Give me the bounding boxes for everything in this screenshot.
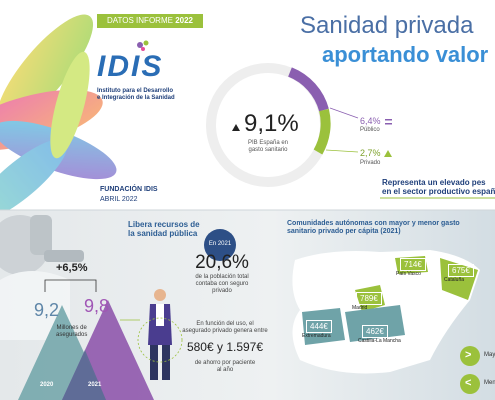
region-value: 789€ [356,292,382,306]
gdp-caption: PIB España en gasto sanitario [238,140,298,154]
statement-line: en el sector productivo españ [382,187,495,197]
year-bubble [204,229,236,261]
intro-line: asegurado privado genera entre [182,327,268,334]
caption-line: gasto sanitario [248,146,288,153]
logo: IDIS [97,50,164,83]
private-label: Privado [360,160,381,166]
unit-line: Millones de [56,325,87,331]
caption-line: privado [212,287,232,294]
leaves [0,14,117,221]
region-value: 675€ [448,264,474,278]
public-value: 6,4% [360,116,381,126]
growth-bracket [44,279,97,292]
badge-year: 2022 [175,16,193,25]
foundation: FUNDACIÓN IDIS [100,186,158,193]
heading-line: la sanidad pública [128,229,198,239]
legend-symbol: > [465,349,472,361]
badge-label: DATOS INFORME [107,16,173,25]
region-name: Castilla-La Mancha [358,338,401,344]
title-line: sanitario privado per cápita (2021) [287,228,401,236]
region-name: Madrid [352,305,368,311]
growth: +6,5% [56,262,88,274]
heading-line: Libera recursos de [128,220,200,229]
badge: DATOS INFORME 2022 [97,14,203,28]
person [120,289,183,380]
region-name: Extremadura [302,333,331,339]
region-value: 462€ [362,325,388,339]
caption-line: al año [216,366,234,373]
region-name: Cataluña [444,277,465,283]
year-2021: 2021 [88,382,102,388]
savings-intro: En función del uso, el asegurado privado… [180,321,270,335]
caption-line: PIB España en [247,140,289,146]
value-2021: 9,8 [84,296,110,316]
unit-line: asegurados [56,331,88,338]
region-name: País Vasco [396,271,421,277]
savings-caption: de ahorro por paciente al año [180,360,270,374]
title-line: aportando valor [322,42,489,67]
spain-map [292,250,480,394]
legend-label: Menor [484,380,495,386]
unit: Millones de asegurados [56,325,87,339]
statement: Representa un elevado pes en el sector p… [382,178,495,196]
triangles [18,300,154,400]
logo-dots [137,40,149,51]
title-line: Sanidad privada [300,12,474,39]
value-2020: 9,2 [34,300,60,320]
insured-heading: Libera recursos de la sanidad pública [128,220,200,238]
title-line: Comunidades autónomas con mayor y menor … [287,220,460,227]
statement-line: Representa un elevado pes [382,178,486,187]
savings-value: 580€ y 1.597€ [186,340,264,354]
region-value: 714€ [400,258,426,272]
institute: Instituto para el Desarrollo e Integraci… [97,88,175,102]
caption-line: de ahorro por paciente [194,360,256,366]
region-value: 444€ [306,320,332,334]
gdp-value: 9,1% [244,110,299,137]
institute-line: e Integración de la Sanidad [97,94,175,101]
gauge [206,63,495,199]
intro-line: En función del uso, el [196,321,254,327]
year-2020: 2020 [40,382,54,388]
legend-label: Mayor [484,352,495,358]
legend-symbol: < [465,377,472,389]
coverage-year: En 2021 [208,241,232,247]
coverage-caption: de la población total contaba con seguro… [180,274,264,295]
institute-line: Instituto para el Desarrollo [97,88,174,94]
coverage-value: 20,6% [195,252,249,273]
lab-photo [0,215,84,340]
caption-line: de la población total [195,274,249,280]
date: ABRIL 2022 [100,196,138,203]
public-label: Público [360,127,380,133]
caption-line: contaba con seguro [195,280,249,287]
map-title: Comunidades autónomas con mayor y menor … [287,220,460,236]
private-value: 2,7% [360,148,381,158]
